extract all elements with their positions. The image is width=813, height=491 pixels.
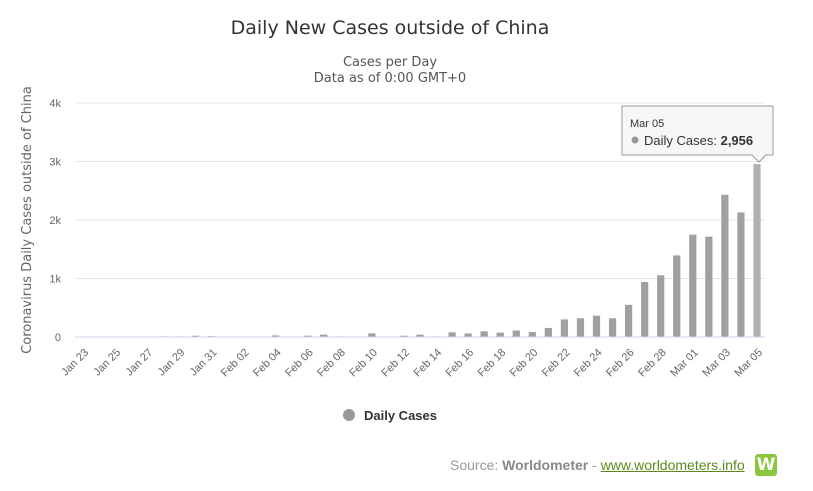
y-tick-label: 3k — [49, 157, 61, 169]
source-line: Source: Worldometer - www.worldometers.i… — [450, 457, 745, 473]
x-tick-label: Feb 16 — [444, 347, 477, 380]
bar[interactable] — [592, 315, 601, 337]
x-tick-label: Mar 05 — [732, 347, 765, 380]
tooltip-marker — [631, 136, 639, 144]
bar[interactable] — [320, 334, 328, 337]
bar[interactable] — [737, 212, 745, 337]
x-tick-label: Feb 12 — [379, 347, 412, 380]
y-tick-label: 1k — [49, 274, 61, 286]
source-link[interactable]: www.worldometers.info — [600, 457, 745, 473]
bar[interactable] — [576, 318, 585, 337]
chart-subtitle: Cases per Day — [343, 55, 437, 70]
x-tick-label: Feb 20 — [508, 347, 541, 380]
chart-title: Daily New Cases outside of China — [231, 17, 550, 39]
x-tick-label: Feb 04 — [251, 347, 284, 380]
bar[interactable] — [304, 335, 312, 337]
bar[interactable] — [368, 333, 376, 337]
tooltip-box — [621, 105, 774, 163]
legend-marker — [343, 409, 355, 421]
x-tick-label: Feb 22 — [540, 347, 573, 380]
x-tick-label: Jan 31 — [188, 347, 220, 379]
y-ticks: 0 1k 2k 3k 4k — [49, 98, 61, 344]
x-tick-label: Mar 03 — [700, 347, 733, 380]
x-tick-label: Jan 23 — [59, 347, 91, 379]
bar[interactable] — [464, 333, 472, 337]
x-tick-label: Jan 27 — [123, 347, 155, 379]
x-tick-label: Jan 25 — [91, 347, 123, 379]
x-tick-label: Feb 08 — [315, 347, 348, 380]
x-tick-label: Feb 02 — [219, 347, 252, 380]
bar[interactable] — [544, 327, 552, 337]
tooltip-line: Daily Cases: 2,956 — [644, 133, 753, 148]
bar[interactable] — [448, 332, 456, 337]
worldometer-logo-icon: W — [755, 454, 777, 476]
grid — [75, 102, 765, 279]
x-tick-label: Feb 18 — [476, 347, 509, 380]
bar[interactable] — [271, 335, 280, 337]
bar[interactable] — [560, 319, 569, 337]
x-tick-label: Jan 29 — [156, 347, 188, 379]
y-axis-label: Coronavirus Daily Cases outside of China — [20, 86, 35, 354]
bar[interactable] — [191, 335, 199, 337]
y-tick-label: 2k — [49, 215, 61, 227]
y-tick-label: 0 — [55, 332, 61, 344]
bar[interactable] — [512, 330, 520, 337]
bar[interactable] — [496, 332, 504, 337]
source-sep: - — [588, 457, 601, 473]
bar[interactable] — [657, 275, 665, 337]
tooltip-colon: : — [713, 133, 720, 148]
x-ticks: Jan 23 Jan 25 Jan 27 Jan 29 Jan 31 Feb 02 Feb … — [59, 347, 765, 380]
x-tick-label: Feb 24 — [572, 347, 605, 380]
source-prefix: Source: — [450, 457, 503, 473]
bar[interactable] — [400, 335, 408, 337]
x-tick-label: Feb 10 — [347, 347, 380, 380]
bar[interactable] — [480, 331, 488, 337]
bar[interactable] — [624, 304, 633, 337]
y-tick-label: 4k — [49, 98, 61, 110]
bar[interactable] — [705, 236, 713, 337]
x-tick-label: Feb 14 — [411, 347, 444, 380]
bar[interactable] — [673, 255, 681, 337]
x-tick-label: Feb 28 — [636, 347, 669, 380]
source-name: Worldometer — [502, 457, 589, 473]
legend[interactable]: Daily Cases — [343, 408, 437, 423]
bars — [79, 164, 761, 337]
legend-label[interactable]: Daily Cases — [364, 408, 437, 423]
bar[interactable] — [689, 234, 697, 337]
bar[interactable] — [753, 164, 761, 337]
chart-subtitle-date: Data as of 0:00 GMT+0 — [314, 71, 466, 86]
tooltip-value: 2,956 — [721, 133, 754, 148]
x-tick-label: Feb 26 — [604, 347, 637, 380]
tooltip-date: Mar 05 — [630, 118, 664, 130]
x-tick-label: Feb 06 — [283, 347, 316, 380]
bar[interactable] — [416, 334, 424, 337]
x-tick-label: Mar 01 — [668, 347, 701, 380]
tooltip: Mar 05 Daily Cases: 2,956 — [621, 105, 774, 163]
bar[interactable] — [608, 318, 617, 337]
bar[interactable] — [528, 332, 536, 337]
bar[interactable] — [721, 194, 729, 337]
tooltip-series: Daily Cases — [644, 133, 714, 148]
bar[interactable] — [641, 282, 649, 337]
